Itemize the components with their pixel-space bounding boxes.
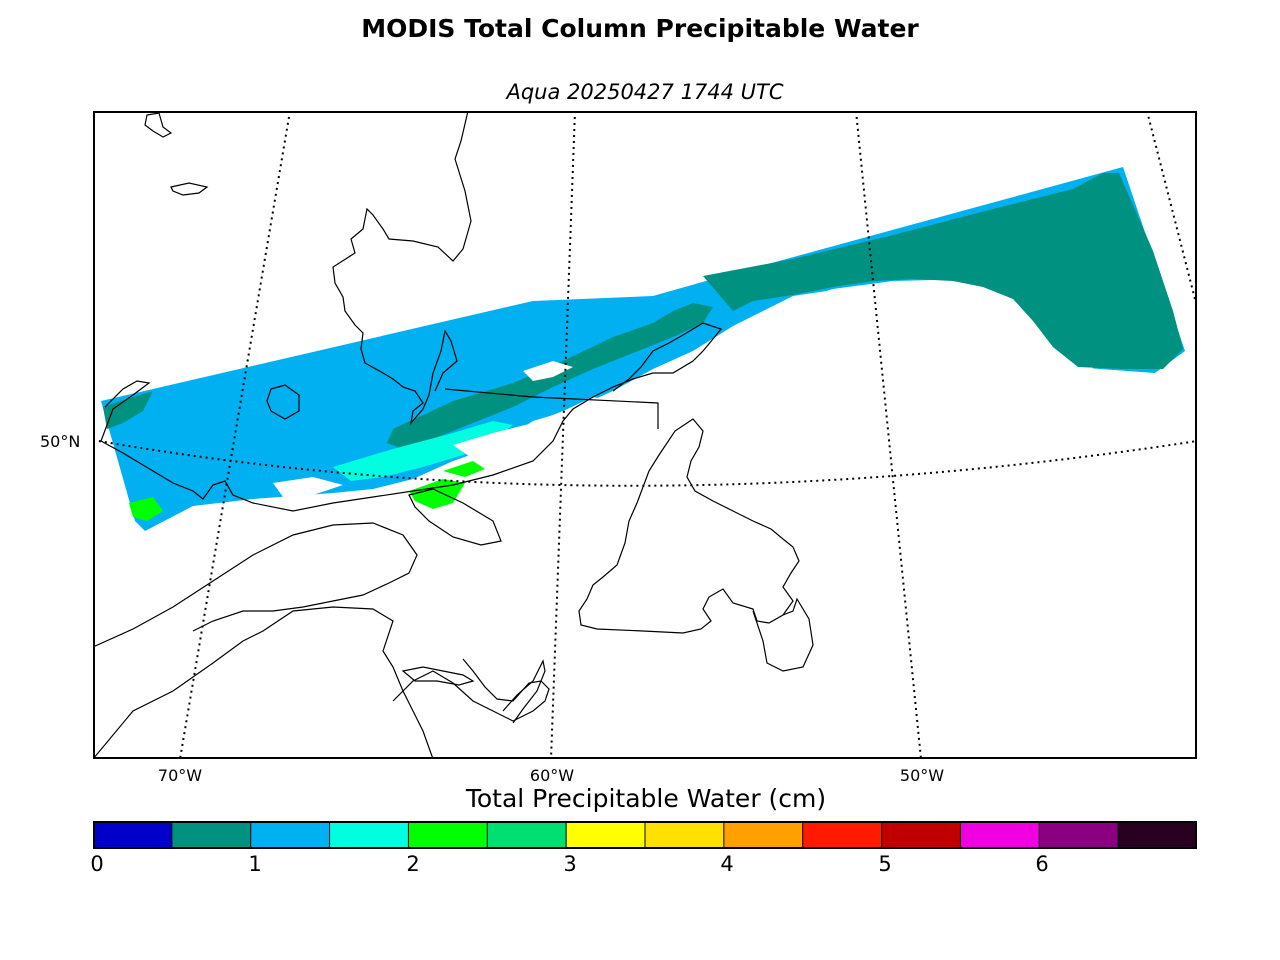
map-subtitle: Aqua 20250427 1744 UTC <box>506 80 784 104</box>
colorbar-label: Total Precipitable Water (cm) <box>465 784 827 813</box>
colorbar-segment-7 <box>645 821 725 849</box>
coastline-island-west <box>170 182 209 196</box>
map-panel <box>93 111 1197 759</box>
meridian-60w <box>550 111 576 759</box>
colorbar-segment-3 <box>329 821 409 849</box>
colorbar-segment-5 <box>487 821 567 849</box>
colorbar-segment-11 <box>960 821 1040 849</box>
coastline-labrador <box>332 111 472 426</box>
swath-low-region-west <box>103 391 153 429</box>
colorbar-segment-6 <box>566 821 646 849</box>
lon-label-60w: 60°W <box>529 766 575 785</box>
meridian-55w <box>855 111 922 759</box>
lon-label-70w: 70°W <box>157 766 203 785</box>
colorbar-frame <box>93 821 1197 849</box>
coastline-lake-outline <box>266 384 300 420</box>
coastline-gaspe <box>93 522 418 648</box>
colorbar-tick-0: 0 <box>90 852 104 876</box>
colorbar-segment-0 <box>93 821 173 849</box>
lat-label-50n: 50°N <box>40 432 81 451</box>
coastline-newfoundland <box>578 418 800 634</box>
swath-high-patch <box>333 421 513 481</box>
swath-peak-patch-2 <box>129 497 163 521</box>
colorbar-tick-1: 1 <box>248 852 262 876</box>
coastline-nova-scotia <box>392 658 550 722</box>
colorbar-tick-4: 4 <box>720 852 734 876</box>
coastline-island-north <box>144 112 173 138</box>
colorbar-tick-2: 2 <box>406 852 420 876</box>
colorbar <box>93 821 1197 849</box>
map-frame <box>93 111 1197 759</box>
colorbar-segment-8 <box>723 821 804 849</box>
colorbar-segment-13 <box>1118 821 1197 849</box>
coastline-anticosti <box>408 488 502 546</box>
coastline-quebec-north-shore <box>100 322 723 512</box>
colorbar-segment-4 <box>408 821 488 849</box>
swath-peak-patch-3 <box>443 461 485 477</box>
swath-low-region-east <box>703 173 1183 369</box>
meridian-45w <box>1146 111 1197 308</box>
parallel-50n <box>93 439 1197 487</box>
coastline-avalon <box>752 597 814 672</box>
coastlines <box>93 111 814 759</box>
province-border <box>444 388 659 429</box>
swath-peak-patch-1 <box>409 479 465 509</box>
colorbar-segment-1 <box>171 821 252 849</box>
colorbar-tick-6: 6 <box>1035 852 1049 876</box>
colorbar-segment-2 <box>250 821 331 849</box>
coastline-pei <box>401 666 475 686</box>
graticule <box>93 111 1197 759</box>
meridian-70w <box>179 111 291 759</box>
colorbar-tick-5: 5 <box>878 852 892 876</box>
lon-label-50w: 50°W <box>899 766 945 785</box>
colorbar-segment-12 <box>1039 821 1119 849</box>
data-swath <box>101 167 1185 531</box>
coastline-new-brunswick <box>93 606 434 759</box>
colorbar-tick-3: 3 <box>563 852 577 876</box>
coastline-cape-breton <box>502 659 546 724</box>
map-title: MODIS Total Column Precipitable Water <box>361 14 919 43</box>
colorbar-segment-10 <box>881 821 961 849</box>
colorbar-segment-9 <box>802 821 883 849</box>
